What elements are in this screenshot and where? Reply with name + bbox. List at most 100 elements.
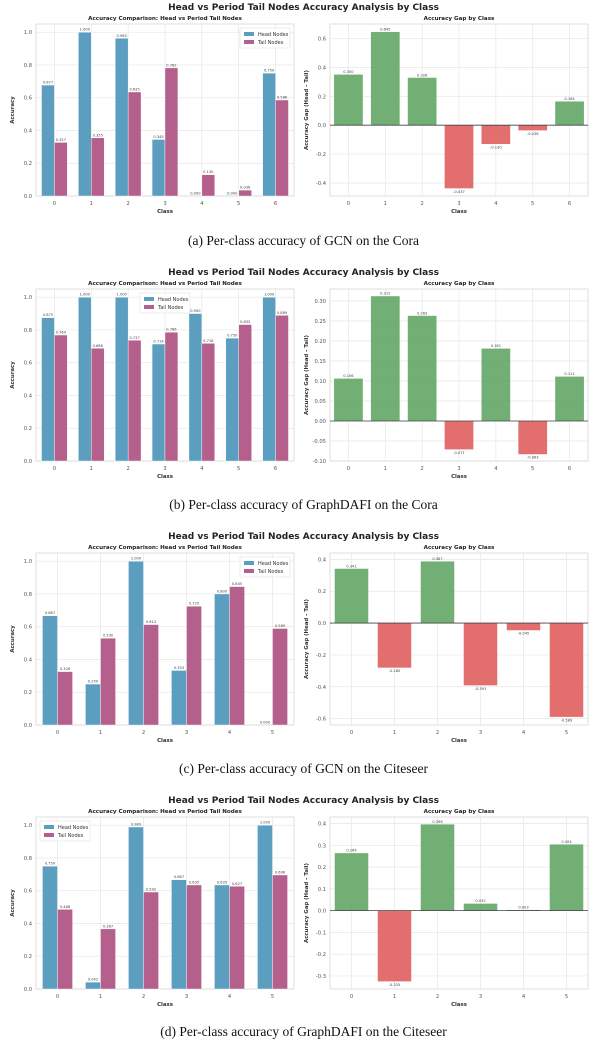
- fig-b-left-bar-tail: [164, 332, 179, 462]
- fig-b-left-label-tail: 0.786: [166, 328, 177, 332]
- fig-c-right-xlabel: Class: [451, 738, 467, 744]
- fig-d-left-xlabel: Class: [157, 1002, 173, 1008]
- fig-a-left-xtick-label: 3: [163, 201, 166, 207]
- fig-a-right-xtick-label: 2: [420, 201, 423, 207]
- fig-d-left-bar-tail: [229, 886, 245, 990]
- fig-c-right-bar-label: 0.341: [346, 564, 356, 568]
- fig-d-left-bar-head: [171, 879, 187, 990]
- fig-a-left-ytick-label: 0.6: [24, 96, 32, 102]
- fig-c-left-bar-tail: [100, 637, 116, 726]
- fig-a-right-xtick-label: 0: [347, 201, 350, 207]
- caption-b: (b) Per-class accuracy of GraphDAFI on t…: [169, 497, 438, 512]
- fig-c-right-bar-negative: [506, 623, 541, 631]
- fig-d-right-xtick-label: 4: [522, 994, 526, 1000]
- fig-d-right-xtick-label: 2: [436, 994, 439, 1000]
- fig-d-right-ytick-label: -0.1: [316, 930, 326, 936]
- fig-c-left-bar-tail: [57, 671, 73, 726]
- fig-c-right-bar-negative: [377, 623, 412, 668]
- fig-c-right-xtick-label: 3: [479, 730, 482, 736]
- fig-c-left-ytick-label: 0.4: [24, 657, 33, 663]
- fig-c-right-ytick-label: -0.2: [316, 653, 326, 659]
- fig-a-left-label-tail: 0.130: [203, 170, 214, 174]
- fig-d-left-label-tail: 0.627: [232, 882, 242, 886]
- fig-a-left-legend-swatch: [244, 40, 254, 44]
- fig-b-left-bar-head: [151, 343, 166, 462]
- fig-a-left-legend-label: Head Nodes: [258, 32, 289, 38]
- fig-d-right-bar-label: 0.032: [475, 899, 485, 903]
- fig-c-right-xtick-label: 1: [393, 730, 396, 736]
- fig-b-left-ylabel: Accuracy: [10, 361, 16, 389]
- fig-b-left-bar-tail: [275, 315, 289, 462]
- fig-b-left-ytick-label: 0.0: [24, 459, 32, 465]
- fig-d-left-label-tail: 0.635: [189, 880, 199, 884]
- fig-c-left-ytick-label: 0.0: [24, 723, 32, 729]
- fig-d-left-label-head: 1.000: [260, 821, 271, 825]
- fig-d-left-ytick-label: 0.4: [24, 921, 33, 927]
- fig-d-right-bar-negative: [377, 910, 412, 982]
- fig-c-left-xtick-label: 4: [228, 730, 232, 736]
- fig-a-left-bar-head: [78, 31, 92, 197]
- fig-b-left-legend-label: Tail Nodes: [157, 305, 184, 311]
- fig-a-left-label-tail: 0.586: [277, 96, 288, 100]
- fig-b-left-bar-head: [115, 296, 129, 462]
- fig-a-right-ytick-label: 0.2: [318, 94, 326, 100]
- fig-a-left-ytick-label: 0.0: [24, 194, 32, 200]
- fig-b-right-ytick-label: 0.00: [314, 419, 326, 425]
- fig-b-right-xtick-label: 1: [384, 466, 387, 472]
- fig-b-right-xtick-label: 0: [347, 466, 350, 472]
- fig-a-left-label-head: 0.000: [227, 192, 238, 196]
- fig-d-right-ytick-label: -0.2: [316, 952, 326, 958]
- fig-b-right-ytick-label: 0.15: [314, 359, 326, 365]
- fig-d-right-bar-positive: [334, 853, 369, 911]
- fig-d-right-ytick-label: 0.1: [318, 887, 326, 893]
- fig-c-right-ytick-label: 0.4: [318, 557, 327, 563]
- fig-c-left-label-head: 0.333: [174, 666, 184, 670]
- fig-c-left-bar-head: [85, 683, 101, 726]
- fig-a-left-bar-head: [262, 72, 276, 197]
- fig-c-left-ytick-label: 1.0: [24, 559, 32, 565]
- fig-a-right-ytick-label: 0.4: [318, 65, 327, 71]
- fig-d-left-ytick-label: 0.6: [24, 889, 32, 895]
- fig-c-left-bar-head: [214, 593, 230, 726]
- fig-c-right-bar-negative: [463, 623, 498, 686]
- fig-d-right-ytick-label: 0.4: [318, 822, 327, 828]
- fig-c-right-bar-negative: [549, 623, 584, 717]
- fig-a-right-bar-positive: [334, 74, 363, 126]
- fig-d-left-bar-tail: [186, 884, 202, 990]
- fig-b-right-bar-positive: [555, 376, 584, 421]
- fig-a-left-label-head: 0.750: [264, 69, 275, 73]
- fig-c-left-ytick-label: 0.6: [24, 625, 32, 631]
- fig-a-left-label-tail: 0.355: [93, 133, 103, 137]
- fig-d-left-axes-frame: [35, 816, 295, 990]
- fig-c-left-bar-tail: [143, 624, 159, 726]
- fig-b-right-title: Accuracy Gap by Class: [424, 281, 495, 287]
- fig-d-right-ytick-label: 0.2: [318, 865, 326, 871]
- fig-b-left-bar-head: [41, 317, 55, 462]
- fig-c-left-legend-label: Tail Nodes: [257, 569, 284, 575]
- fig-d-left-ylabel: Accuracy: [10, 889, 16, 917]
- fig-b-right-bar-label: 0.181: [491, 344, 501, 348]
- fig-c-right-xtick-label: 2: [436, 730, 439, 736]
- fig-b-right-xtick-label: 6: [568, 466, 571, 472]
- fig-b-left-ytick-label: 0.4: [24, 393, 33, 399]
- fig-a-left-bar-head: [115, 38, 129, 197]
- fig-d-right-axes-frame: [329, 816, 589, 990]
- fig-c-right-ytick-label: -0.4: [316, 685, 327, 691]
- fig-b-right-ytick-label: 0.20: [314, 339, 326, 345]
- fig-b-left-label-tail: 0.889: [277, 311, 288, 315]
- fig-a-left-bar-tail: [164, 67, 179, 197]
- fig-c-left-xtick-label: 2: [142, 730, 145, 736]
- fig-d-right-xtick-label: 5: [565, 994, 568, 1000]
- fig-b-right-ytick-label: 0.25: [314, 319, 326, 325]
- fig-d-right-bar-label: 0.304: [561, 840, 572, 844]
- fig-b-right-bar-positive: [370, 296, 400, 421]
- fig-d-left-bar-tail: [57, 909, 73, 990]
- fig-d-right-ytick-label: 0.3: [318, 843, 326, 849]
- fig-d-left-label-tail: 0.592: [146, 888, 156, 892]
- fig-a-left-bar-tail: [54, 142, 68, 197]
- fig-a-left-ytick-label: 0.4: [24, 128, 33, 134]
- fig-a-right-ytick-label: 0.0: [318, 123, 326, 129]
- fig-d-left-label-tail: 0.367: [103, 924, 113, 928]
- fig-a-left-ytick-label: 0.8: [24, 63, 32, 69]
- fig-c-left-xtick-label: 1: [99, 730, 102, 736]
